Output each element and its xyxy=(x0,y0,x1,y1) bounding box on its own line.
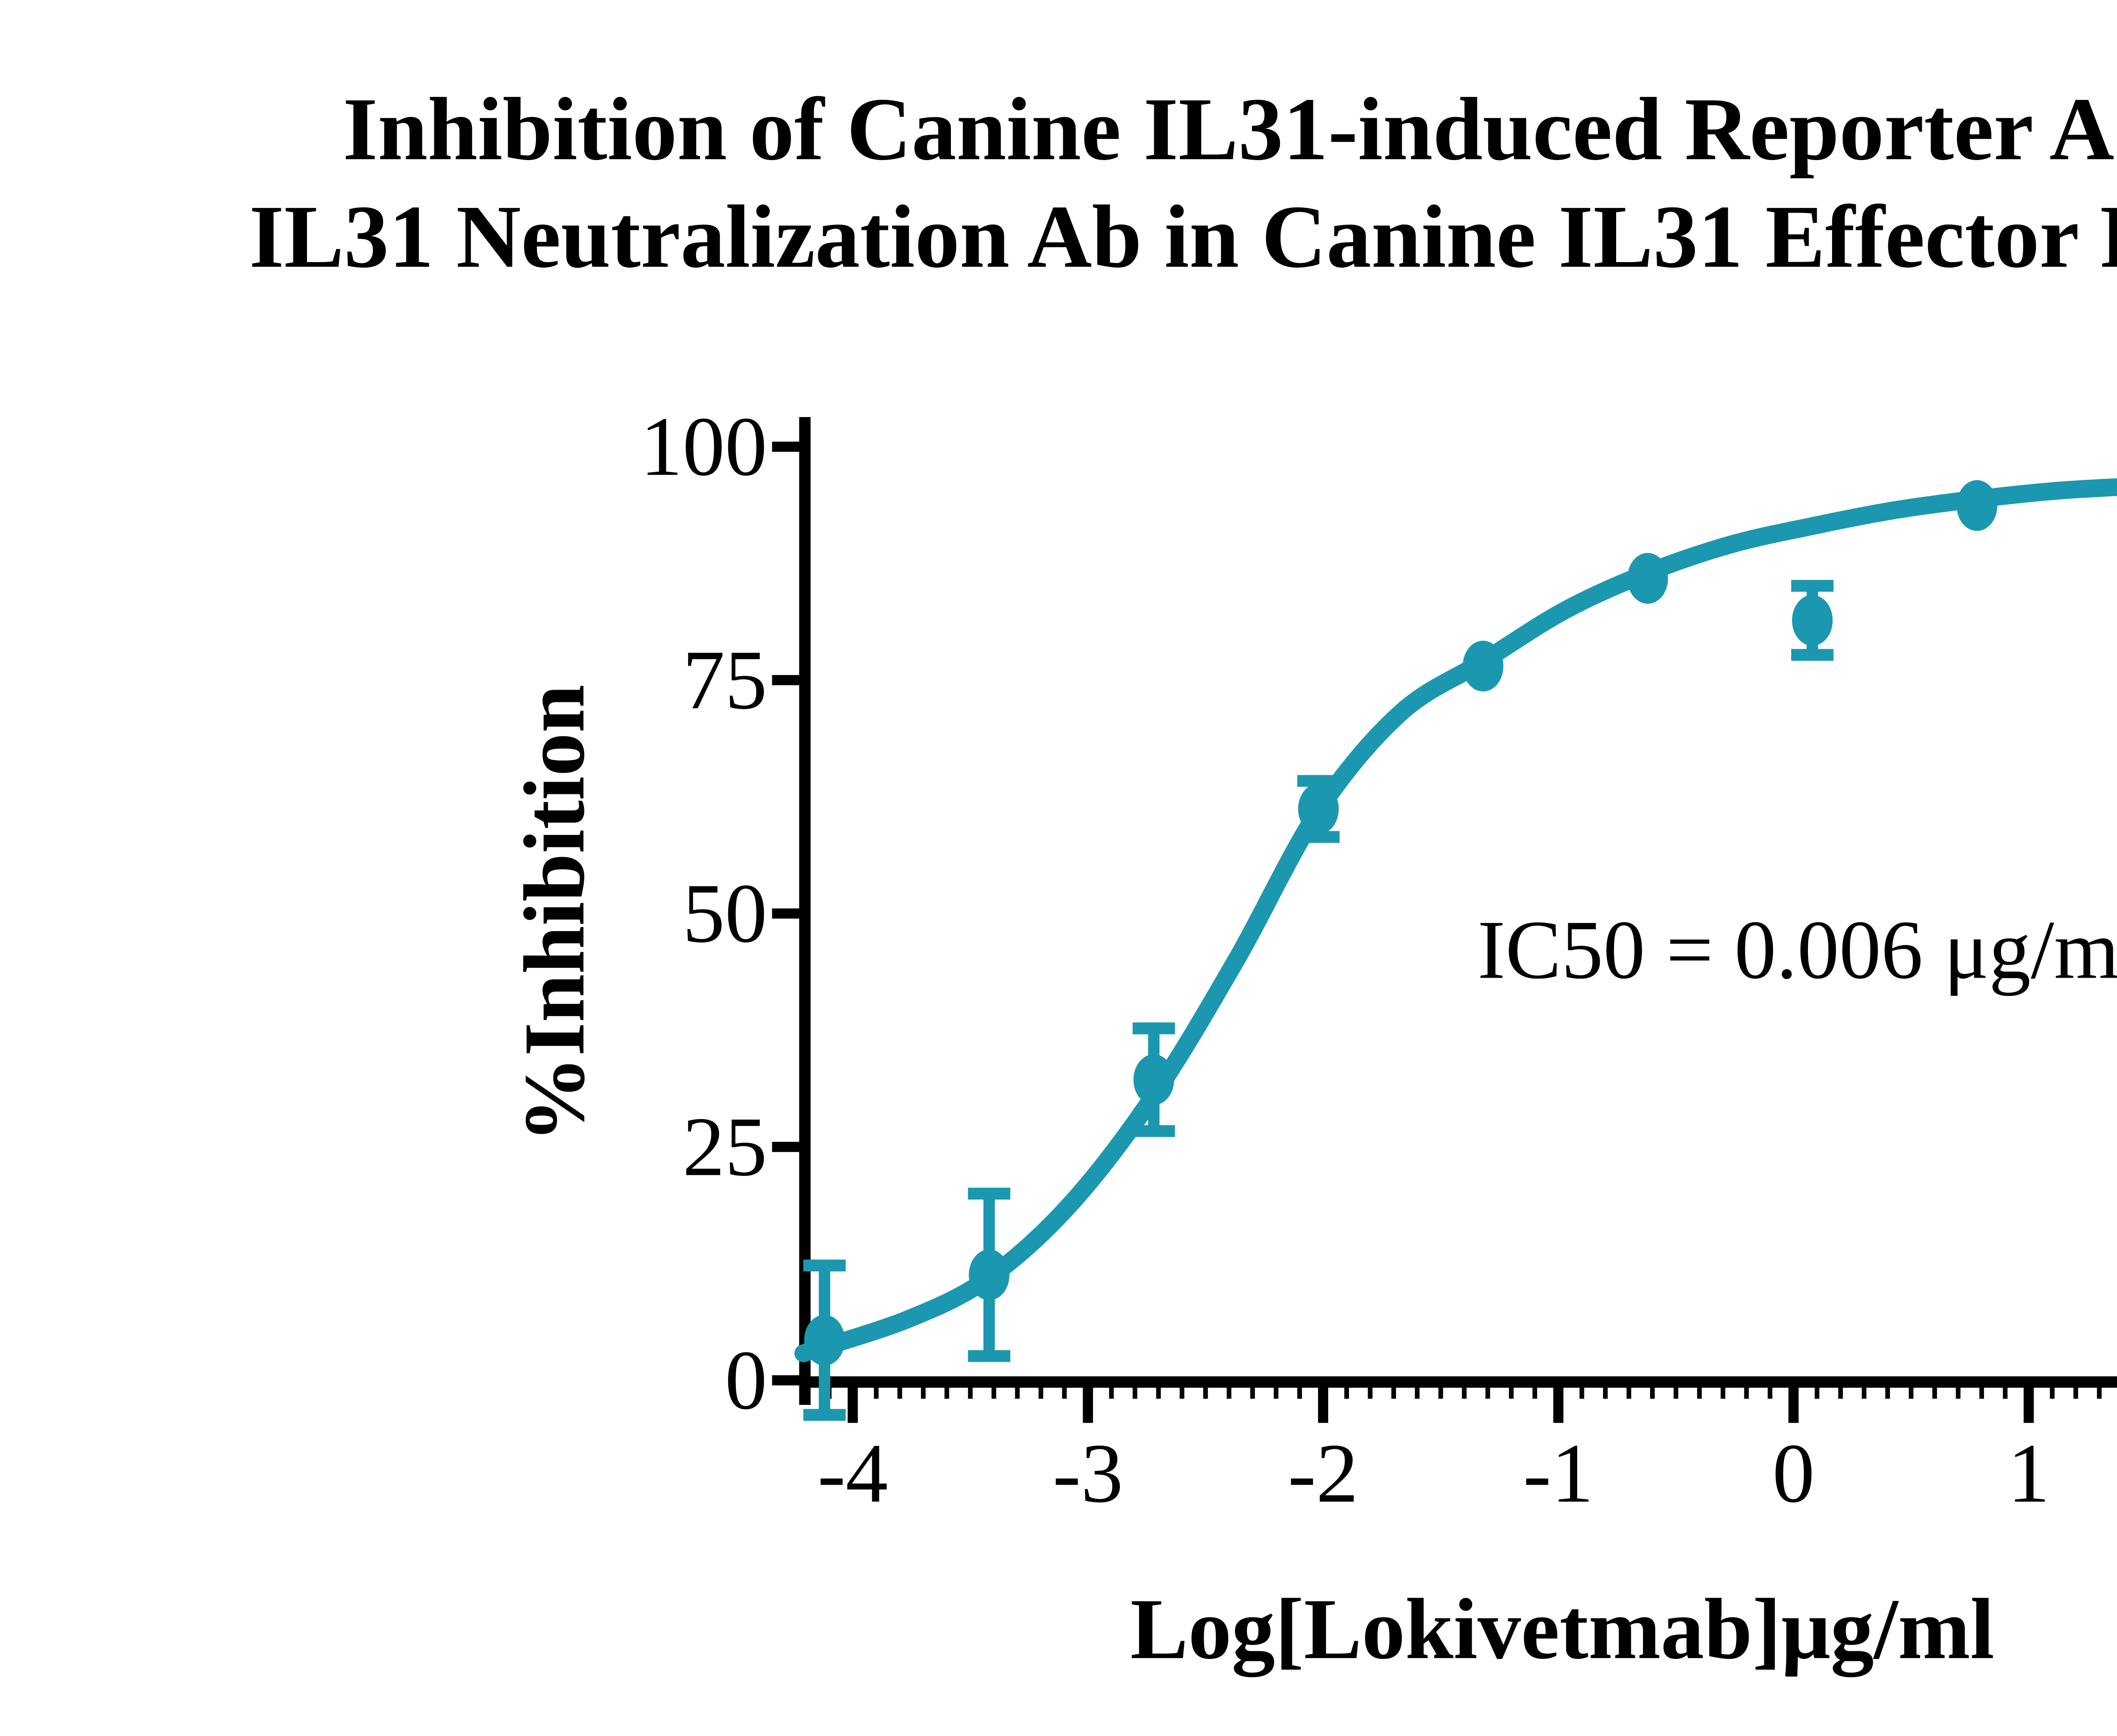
x-minor-tick xyxy=(1720,1388,1725,1399)
x-minor-tick xyxy=(803,1388,808,1399)
y-tick-label: 25 xyxy=(683,1100,767,1194)
x-minor-tick xyxy=(1673,1388,1678,1399)
x-tick-label: -2 xyxy=(1288,1427,1359,1520)
x-minor-tick xyxy=(968,1388,973,1399)
x-minor-tick xyxy=(1391,1388,1396,1399)
x-tick-label: -3 xyxy=(1053,1427,1123,1520)
chart-title-line2: IL31 Neutralization Ab in Canine IL31 Ef… xyxy=(249,187,2117,287)
data-point xyxy=(1133,1054,1175,1105)
x-minor-tick xyxy=(1462,1388,1467,1399)
y-tick-label: 100 xyxy=(640,400,767,494)
x-minor-tick xyxy=(1344,1388,1349,1399)
chart-title-line1: Inhibition of Canine IL31-induced Report… xyxy=(343,79,2117,179)
x-minor-tick xyxy=(2097,1388,2102,1399)
error-bar-cap-bottom xyxy=(1133,1125,1175,1137)
y-tick xyxy=(772,1375,799,1385)
data-point xyxy=(1627,553,1668,604)
data-point xyxy=(804,1315,845,1366)
x-minor-tick xyxy=(1697,1388,1702,1399)
y-tick-label: 50 xyxy=(683,867,767,960)
x-tick-label: -1 xyxy=(1523,1427,1594,1520)
x-minor-tick xyxy=(1109,1388,1114,1399)
error-bar-cap-top xyxy=(803,1259,846,1272)
x-minor-tick xyxy=(897,1388,902,1399)
data-point xyxy=(969,1249,1010,1300)
error-bar-cap-bottom xyxy=(1791,649,1834,661)
data-point xyxy=(1462,641,1503,692)
x-minor-tick xyxy=(1885,1388,1890,1399)
error-bar-cap-top xyxy=(968,1188,1011,1200)
y-tick xyxy=(772,1142,799,1152)
y-tick xyxy=(772,442,799,452)
y-tick-label: 0 xyxy=(725,1334,767,1427)
x-tick xyxy=(1553,1387,1564,1423)
y-tick xyxy=(772,908,799,919)
x-minor-tick xyxy=(1062,1388,1067,1399)
x-minor-tick xyxy=(1909,1388,1914,1399)
x-minor-tick xyxy=(1297,1388,1302,1399)
x-tick-label: 1 xyxy=(2008,1427,2050,1520)
x-minor-tick xyxy=(1838,1388,1843,1399)
x-minor-tick xyxy=(1932,1388,1937,1399)
x-minor-tick xyxy=(1227,1388,1232,1399)
ic50-annotation: IC50 = 0.006 μg/ml xyxy=(1477,903,2117,996)
x-minor-tick xyxy=(1250,1388,1255,1399)
x-axis-label: Log[Lokivetmab]μg/ml xyxy=(1130,1581,1995,1677)
data-point xyxy=(1957,480,1998,531)
x-minor-tick xyxy=(1626,1388,1631,1399)
x-minor-tick xyxy=(2073,1388,2078,1399)
x-minor-tick xyxy=(1368,1388,1373,1399)
x-minor-tick xyxy=(1274,1388,1279,1399)
x-tick-label: 0 xyxy=(1772,1427,1815,1520)
x-minor-tick xyxy=(1509,1388,1514,1399)
x-minor-tick xyxy=(1744,1388,1749,1399)
error-bar-cap-bottom xyxy=(968,1350,1011,1362)
x-minor-tick xyxy=(1485,1388,1490,1399)
x-tick xyxy=(1788,1387,1799,1423)
x-minor-tick xyxy=(921,1388,926,1399)
x-minor-tick xyxy=(1532,1388,1537,1399)
error-bar-cap-top xyxy=(1133,1022,1175,1034)
x-tick xyxy=(848,1387,858,1423)
x-minor-tick xyxy=(1815,1388,1820,1399)
x-tick xyxy=(2023,1387,2034,1423)
x-minor-tick xyxy=(1603,1388,1608,1399)
x-minor-tick xyxy=(1133,1388,1138,1399)
x-minor-tick xyxy=(1015,1388,1020,1399)
data-point xyxy=(1792,595,1833,646)
y-axis-line xyxy=(799,417,811,1405)
x-minor-tick xyxy=(1438,1388,1443,1399)
y-tick xyxy=(772,675,799,686)
x-minor-tick xyxy=(1979,1388,1984,1399)
x-minor-tick xyxy=(1180,1388,1185,1399)
x-minor-tick xyxy=(1650,1388,1655,1399)
y-tick-label: 75 xyxy=(683,633,767,727)
x-minor-tick xyxy=(874,1388,879,1399)
x-minor-tick xyxy=(1415,1388,1420,1399)
chart-title: Inhibition of Canine IL31-induced Report… xyxy=(0,75,2117,291)
x-tick xyxy=(1318,1387,1328,1423)
x-minor-tick xyxy=(1203,1388,1208,1399)
x-minor-tick xyxy=(2050,1388,2055,1399)
x-minor-tick xyxy=(1956,1388,1961,1399)
x-minor-tick xyxy=(944,1388,949,1399)
x-minor-tick xyxy=(1767,1388,1772,1399)
x-minor-tick xyxy=(1862,1388,1867,1399)
x-minor-tick xyxy=(2003,1388,2008,1399)
x-minor-tick xyxy=(1038,1388,1043,1399)
x-minor-tick xyxy=(1156,1388,1161,1399)
x-minor-tick xyxy=(991,1388,996,1399)
x-tick-label: -4 xyxy=(818,1427,888,1520)
x-minor-tick xyxy=(1579,1388,1584,1399)
fit-curve xyxy=(794,478,2117,1363)
error-bar-cap-bottom xyxy=(803,1409,846,1421)
error-bar-cap-top xyxy=(1791,580,1834,592)
x-axis-line xyxy=(800,1376,2117,1388)
data-point xyxy=(1298,783,1339,835)
x-tick xyxy=(1083,1387,1093,1423)
